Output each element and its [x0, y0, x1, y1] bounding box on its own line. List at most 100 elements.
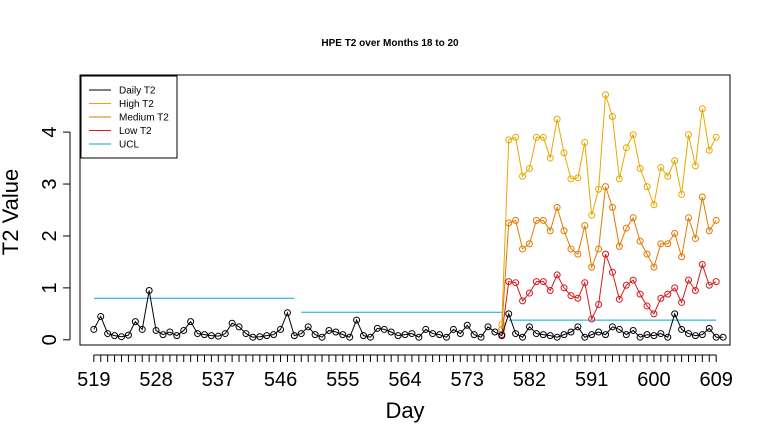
data-point-daily-t2 [622, 331, 630, 339]
data-point-medium-t2 [574, 250, 582, 258]
data-point-daily-t2 [602, 331, 610, 339]
data-point-low-t2 [636, 290, 644, 298]
data-point-daily-t2 [277, 325, 285, 333]
data-point-daily-t2 [553, 333, 561, 341]
data-point-high-t2 [608, 113, 616, 121]
data-point-daily-t2 [560, 331, 568, 339]
data-point-low-t2 [712, 278, 720, 286]
data-point-medium-t2 [685, 214, 693, 222]
data-point-daily-t2 [138, 325, 146, 333]
data-point-daily-t2 [90, 325, 98, 333]
data-point-daily-t2 [380, 325, 388, 333]
data-point-daily-t2 [235, 323, 243, 331]
data-point-medium-t2 [525, 240, 533, 248]
data-point-daily-t2 [470, 331, 478, 339]
data-point-medium-t2 [664, 240, 672, 248]
legend: Daily T2 High T2 Medium T2 Low T2 UCL [80, 75, 178, 159]
data-point-medium-t2 [519, 245, 527, 253]
data-point-medium-t2 [539, 216, 547, 224]
data-point-daily-t2 [145, 286, 153, 294]
data-point-low-t2 [512, 279, 520, 287]
data-point-low-t2 [581, 279, 589, 287]
data-point-low-t2 [595, 301, 603, 308]
data-point-low-t2 [505, 278, 513, 286]
data-point-medium-t2 [608, 203, 616, 211]
data-point-daily-t2 [650, 332, 658, 340]
data-point-daily-t2 [373, 324, 381, 332]
data-point-daily-t2 [124, 331, 132, 339]
legend-label: High T2 [119, 99, 154, 110]
data-point-high-t2 [546, 154, 554, 162]
data-point-daily-t2 [449, 325, 457, 333]
data-point-high-t2 [636, 164, 644, 172]
data-point-high-t2 [532, 133, 540, 141]
chart-title: HPE T2 over Months 18 to 20 [321, 38, 459, 49]
data-point-low-t2 [553, 271, 561, 279]
data-point-daily-t2 [387, 328, 395, 336]
series-line-low-t2 [501, 253, 717, 335]
data-point-daily-t2 [221, 330, 229, 338]
data-point-high-t2 [629, 131, 637, 139]
data-point-daily-t2 [408, 330, 416, 338]
x-tick-label: 519 [77, 369, 110, 391]
data-point-daily-t2 [159, 331, 167, 339]
x-tick-label: 573 [451, 369, 484, 391]
data-point-daily-t2 [698, 331, 706, 339]
data-point-low-t2 [685, 276, 693, 284]
data-point-high-t2 [664, 172, 672, 180]
data-point-high-t2 [691, 162, 699, 170]
data-point-daily-t2 [346, 333, 354, 341]
data-point-low-t2 [643, 302, 651, 310]
data-point-medium-t2 [657, 240, 665, 248]
data-point-daily-t2 [588, 331, 596, 339]
data-point-high-t2 [560, 149, 568, 157]
series-line-daily-t2 [93, 290, 724, 338]
x-tick-label: 582 [513, 369, 546, 391]
legend-label: Medium T2 [119, 113, 169, 124]
data-point-low-t2 [698, 261, 706, 269]
data-point-daily-t2 [567, 328, 575, 336]
data-point-high-t2 [512, 133, 520, 141]
y-axis-title: T2 Value [0, 169, 23, 255]
data-point-medium-t2 [615, 242, 623, 250]
data-point-medium-t2 [581, 222, 589, 230]
data-point-daily-t2 [173, 332, 181, 340]
data-point-medium-t2 [636, 237, 644, 245]
data-point-high-t2 [678, 190, 686, 198]
series-daily-t2 [90, 286, 727, 341]
data-point-high-t2 [595, 185, 603, 193]
data-point-high-t2 [643, 183, 651, 191]
data-point-daily-t2 [546, 332, 554, 340]
series-line-high-t2 [501, 94, 717, 325]
data-point-daily-t2 [366, 333, 374, 341]
legend-label: UCL [119, 140, 139, 151]
data-point-high-t2 [650, 201, 658, 209]
data-point-daily-t2 [207, 332, 215, 340]
data-point-daily-t2 [581, 333, 589, 341]
data-point-daily-t2 [429, 330, 437, 338]
data-point-high-t2 [615, 175, 623, 183]
data-point-daily-t2 [415, 333, 423, 341]
data-point-daily-t2 [394, 332, 402, 340]
data-point-medium-t2 [705, 227, 713, 235]
data-point-daily-t2 [283, 309, 291, 317]
data-point-high-t2 [671, 157, 679, 165]
data-point-daily-t2 [401, 331, 409, 339]
data-point-high-t2 [602, 91, 610, 99]
data-point-high-t2 [498, 320, 506, 328]
data-point-medium-t2 [678, 253, 686, 261]
data-point-low-t2 [539, 278, 547, 286]
data-point-daily-t2 [456, 330, 464, 338]
data-point-daily-t2 [270, 331, 278, 339]
data-point-daily-t2 [194, 330, 202, 338]
data-point-daily-t2 [131, 318, 139, 326]
data-point-daily-t2 [353, 316, 361, 324]
data-point-daily-t2 [505, 310, 513, 318]
y-tick-label: 3 [39, 178, 61, 189]
data-point-daily-t2 [671, 310, 679, 318]
series-low-t2 [498, 250, 720, 339]
x-tick-label: 600 [637, 369, 670, 391]
data-point-daily-t2 [436, 331, 444, 339]
data-point-daily-t2 [532, 330, 540, 338]
data-point-low-t2 [615, 295, 623, 303]
